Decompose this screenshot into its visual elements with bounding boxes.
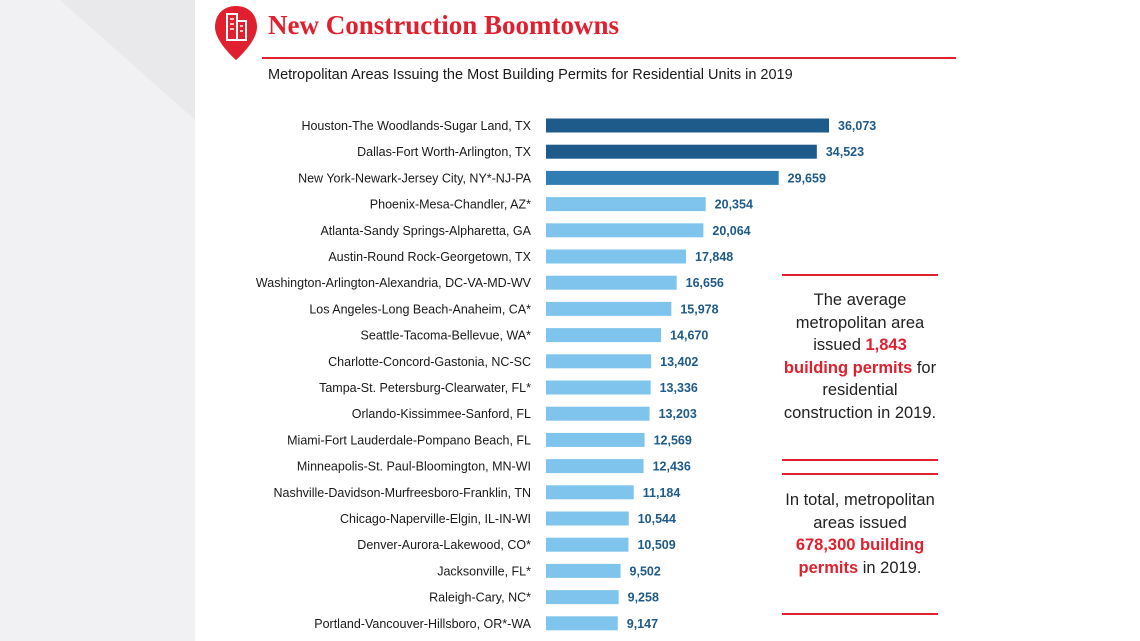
- background-shade-right: [980, 0, 1140, 641]
- category-label: Denver-Aurora-Lakewood, CO*: [357, 538, 531, 552]
- callout-2-bottom-rule: [782, 613, 938, 615]
- category-label: New York-Newark-Jersey City, NY*-NJ-PA: [298, 171, 532, 185]
- category-label: Miami-Fort Lauderdale-Pompano Beach, FL: [287, 433, 531, 447]
- data-label: 20,354: [715, 198, 753, 212]
- bar: [546, 485, 634, 500]
- bar: [546, 249, 687, 264]
- callout-average-pre: The average metropolitan area issued: [795, 291, 925, 354]
- bar: [546, 511, 629, 526]
- data-label: 20,064: [712, 224, 750, 238]
- data-label: 15,978: [680, 302, 718, 316]
- data-label: 9,147: [627, 617, 658, 631]
- background-wedge: [60, 0, 195, 120]
- data-label: 29,659: [788, 171, 826, 185]
- bar: [546, 537, 629, 552]
- data-label: 10,509: [637, 538, 675, 552]
- callout-total-post: in 2019.: [858, 558, 922, 577]
- category-label: Atlanta-Sandy Springs-Alpharetta, GA: [320, 224, 531, 238]
- category-label: Los Angeles-Long Beach-Anaheim, CA*: [309, 302, 531, 316]
- data-label: 9,502: [630, 564, 661, 578]
- data-label: 13,402: [660, 355, 698, 369]
- category-label: Washington-Arlington-Alexandria, DC-VA-M…: [256, 276, 532, 290]
- location-pin-building-icon: [215, 6, 257, 60]
- bar: [546, 380, 651, 395]
- callout-1-bottom-rule: [782, 459, 938, 461]
- bar: [546, 432, 645, 447]
- callout-total-pre: In total, metropolitan areas issued: [785, 491, 935, 532]
- data-label: 16,656: [686, 276, 724, 290]
- category-label: Nashville-Davidson-Murfreesboro-Franklin…: [274, 486, 532, 500]
- callout-average-highlight: 1,843 building permits: [783, 336, 913, 377]
- bar: [546, 197, 706, 212]
- category-label: Tampa-St. Petersburg-Clearwater, FL*: [319, 381, 531, 395]
- category-label: Orlando-Kissimmee-Sanford, FL: [352, 407, 531, 421]
- data-label: 10,544: [638, 512, 676, 526]
- category-label: Dallas-Fort Worth-Arlington, TX: [357, 145, 532, 159]
- callout-total: In total, metropolitan areas issued 678,…: [782, 489, 938, 579]
- bar: [546, 118, 829, 133]
- category-label: Phoenix-Mesa-Chandler, AZ*: [370, 198, 531, 212]
- category-label: Seattle-Tacoma-Bellevue, WA*: [361, 329, 532, 343]
- category-label: Minneapolis-St. Paul-Bloomington, MN-WI: [297, 460, 531, 474]
- bar: [546, 275, 677, 290]
- data-label: 13,203: [659, 407, 697, 421]
- bar: [546, 223, 704, 238]
- bar: [546, 144, 817, 159]
- bar: [546, 563, 621, 578]
- category-label: Chicago-Naperville-Elgin, IL-IN-WI: [340, 512, 531, 526]
- data-label: 34,523: [826, 145, 864, 159]
- bar: [546, 328, 662, 343]
- background-shade-left: [0, 0, 195, 641]
- category-label: Houston-The Woodlands-Sugar Land, TX: [301, 119, 531, 133]
- data-label: 9,258: [628, 591, 659, 605]
- callout-average-post: for residential construction in 2019.: [783, 358, 937, 422]
- chart-subtitle: Metropolitan Areas Issuing the Most Buil…: [268, 67, 793, 83]
- data-label: 12,569: [654, 433, 692, 447]
- category-label: Charlotte-Concord-Gastonia, NC-SC: [328, 355, 531, 369]
- data-label: 17,848: [695, 250, 733, 264]
- bar: [546, 616, 618, 631]
- callout-2-top-rule: [782, 473, 938, 475]
- bar: [546, 170, 779, 185]
- bar: [546, 354, 652, 369]
- bar: [546, 590, 619, 605]
- category-label: Raleigh-Cary, NC*: [429, 591, 531, 605]
- callout-total-highlight: 678,300 building permits: [795, 536, 925, 577]
- data-label: 11,184: [643, 486, 681, 500]
- data-label: 36,073: [838, 119, 876, 133]
- category-label: Portland-Vancouver-Hillsboro, OR*-WA: [314, 617, 531, 631]
- data-label: 14,670: [670, 329, 708, 343]
- data-label: 13,336: [660, 381, 698, 395]
- bar: [546, 301, 672, 316]
- category-label: Jacksonville, FL*: [437, 564, 531, 578]
- category-label: Austin-Round Rock-Georgetown, TX: [328, 250, 531, 264]
- bar: [546, 459, 644, 474]
- callout-1-top-rule: [782, 274, 938, 276]
- bar: [546, 406, 650, 421]
- callout-average: The average metropolitan area issued 1,8…: [782, 289, 938, 424]
- title-divider: [262, 57, 956, 59]
- page-title: New Construction Boomtowns: [268, 10, 619, 40]
- data-label: 12,436: [653, 460, 691, 474]
